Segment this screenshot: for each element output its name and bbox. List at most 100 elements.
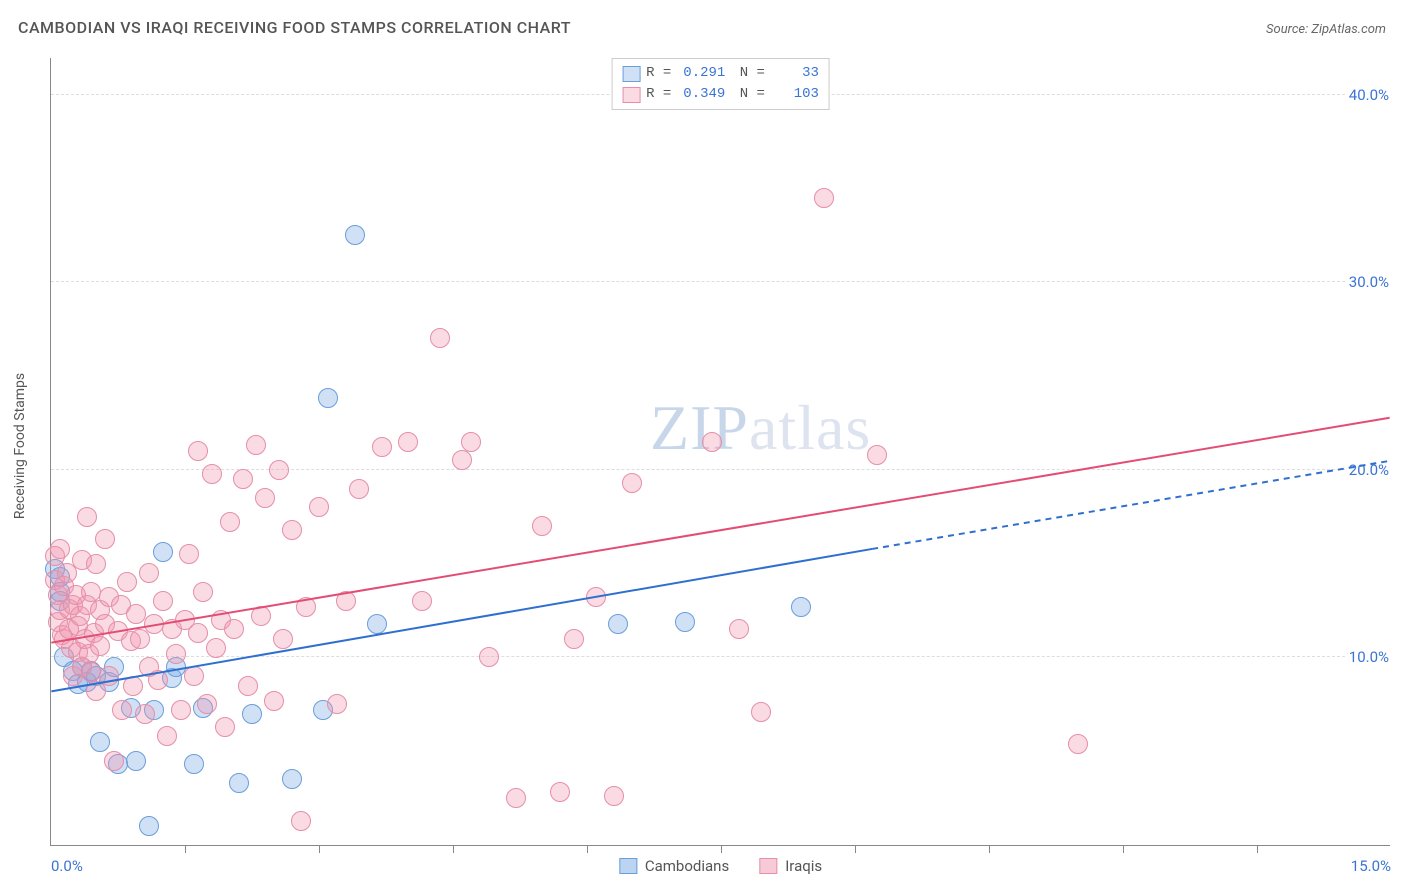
x-tick-label: 15.0% (1351, 857, 1391, 875)
gridline (51, 656, 1390, 657)
data-point (104, 751, 124, 771)
data-point (202, 464, 222, 484)
x-tick-mark (1257, 845, 1258, 853)
data-point (188, 623, 208, 643)
data-point (264, 691, 284, 711)
data-point (157, 726, 177, 746)
data-point (255, 488, 275, 508)
data-point (532, 516, 552, 536)
data-point (604, 786, 624, 806)
x-tick-mark (319, 845, 320, 853)
chart-title: CAMBODIAN VS IRAQI RECEIVING FOOD STAMPS… (18, 18, 571, 37)
x-tick-mark (989, 845, 990, 853)
source-label: Source: ZipAtlas.com (1266, 22, 1386, 37)
data-point (282, 769, 302, 789)
data-point (166, 644, 186, 664)
legend-swatch-icon (622, 66, 640, 82)
data-point (1068, 734, 1088, 754)
y-axis-label: Receiving Food Stamps (12, 373, 28, 519)
data-point (215, 717, 235, 737)
data-point (309, 497, 329, 517)
data-point (327, 694, 347, 714)
data-point (622, 473, 642, 493)
data-point (224, 619, 244, 639)
data-point (251, 606, 271, 626)
data-point (148, 670, 168, 690)
data-point (90, 636, 110, 656)
data-point (81, 662, 101, 682)
data-point (233, 469, 253, 489)
data-point (153, 542, 173, 562)
x-tick-mark (185, 845, 186, 853)
data-point (791, 597, 811, 617)
data-point (564, 629, 584, 649)
legend-row-iraqis: R = 0.349 N = 103 (622, 84, 819, 105)
legend-item-cambodians: Cambodians (619, 857, 729, 875)
data-point (153, 591, 173, 611)
data-point (412, 591, 432, 611)
x-tick-mark (855, 845, 856, 853)
data-point (242, 704, 262, 724)
data-point (291, 811, 311, 831)
data-point (814, 188, 834, 208)
data-point (479, 647, 499, 667)
data-point (50, 539, 70, 559)
data-point (135, 704, 155, 724)
data-point (372, 437, 392, 457)
data-point (751, 702, 771, 722)
data-point (95, 529, 115, 549)
data-point (184, 754, 204, 774)
chart-container: CAMBODIAN VS IRAQI RECEIVING FOOD STAMPS… (0, 0, 1406, 892)
y-tick-label: 20.0% (1346, 461, 1392, 479)
data-point (99, 666, 119, 686)
x-tick-mark (453, 845, 454, 853)
data-point (336, 591, 356, 611)
legend-swatch-icon (619, 858, 637, 874)
data-point (77, 507, 97, 527)
data-point (269, 460, 289, 480)
data-point (318, 388, 338, 408)
data-point (112, 700, 132, 720)
data-point (461, 432, 481, 452)
watermark: ZIPatlas (650, 391, 871, 465)
gridline (51, 469, 1390, 470)
legend-row-cambodians: R = 0.291 N = 33 (622, 63, 819, 84)
data-point (193, 582, 213, 602)
gridline (51, 281, 1390, 282)
x-tick-label: 0.0% (51, 857, 83, 875)
series-legend: Cambodians Iraqis (619, 857, 822, 875)
data-point (206, 638, 226, 658)
data-point (729, 619, 749, 639)
data-point (367, 614, 387, 634)
data-point (86, 554, 106, 574)
data-point (452, 450, 472, 470)
correlation-legend: R = 0.291 N = 33 R = 0.349 N = 103 (611, 58, 830, 110)
data-point (246, 435, 266, 455)
data-point (238, 676, 258, 696)
data-point (608, 614, 628, 634)
legend-swatch-icon (622, 87, 640, 103)
data-point (506, 788, 526, 808)
data-point (123, 676, 143, 696)
data-point (349, 479, 369, 499)
data-point (229, 773, 249, 793)
data-point (179, 544, 199, 564)
data-point (273, 629, 293, 649)
legend-swatch-icon (759, 858, 777, 874)
data-point (126, 751, 146, 771)
x-tick-mark (1123, 845, 1124, 853)
data-point (867, 445, 887, 465)
data-point (117, 572, 137, 592)
data-point (675, 612, 695, 632)
data-point (296, 597, 316, 617)
data-point (550, 782, 570, 802)
data-point (345, 225, 365, 245)
legend-item-iraqis: Iraqis (759, 857, 822, 875)
data-point (139, 563, 159, 583)
plot-area: ZIPatlas R = 0.291 N = 33 R = 0.349 N = … (50, 58, 1390, 846)
data-point (282, 520, 302, 540)
data-point (197, 694, 217, 714)
x-tick-mark (721, 845, 722, 853)
x-tick-mark (587, 845, 588, 853)
y-tick-label: 30.0% (1346, 273, 1392, 291)
